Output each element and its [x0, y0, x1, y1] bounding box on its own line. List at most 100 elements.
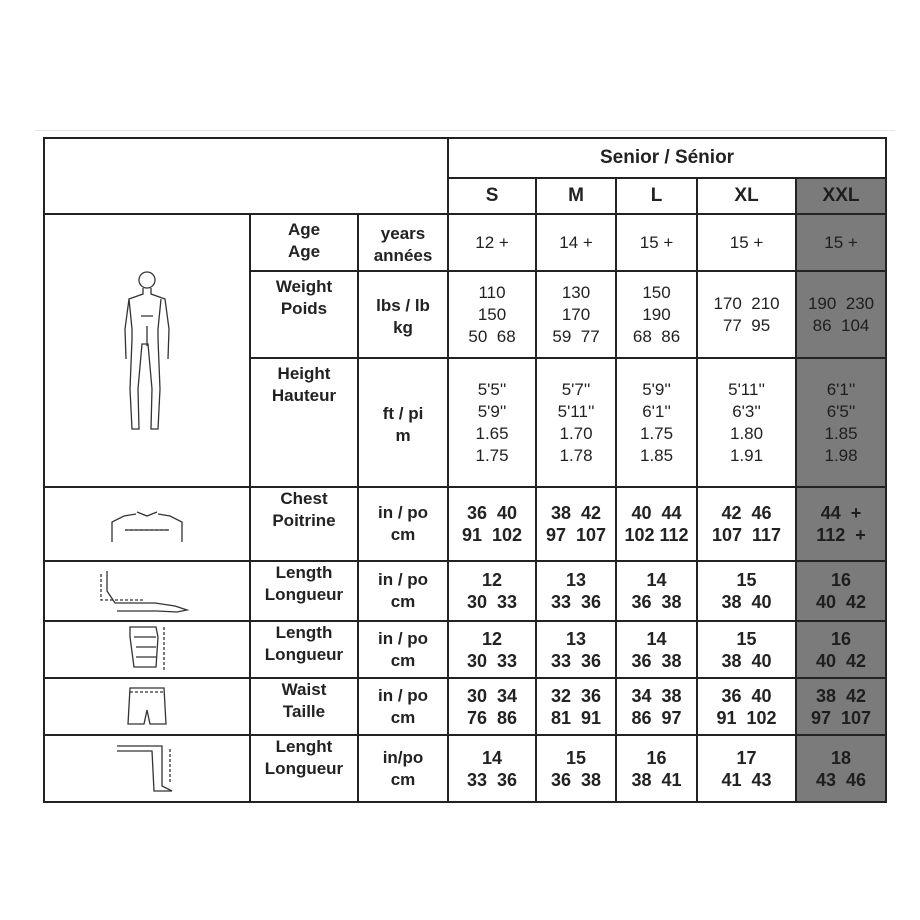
value-cell-m-line: 14 + — [559, 232, 593, 252]
value-cell-xl-line: 42 46 — [721, 503, 772, 523]
value-cell-xxl: 18 43 46 — [795, 734, 888, 803]
size-chart-table: Senior / Sénior S M L XL XXL Age Age years anné… — [42, 137, 888, 803]
unit-label-line: lbs / lb — [376, 295, 430, 315]
value-cell-m-line: 15 — [566, 747, 587, 768]
value-cell-m: 5'7'' 5'11'' 1.70 1.78 — [535, 357, 618, 488]
value-cell-m-line: 38 42 — [551, 503, 602, 523]
unit-label-line: in / po — [377, 570, 429, 589]
value-cell-xxl-line: 6'1'' — [826, 379, 856, 399]
value-cell-m-line: 59 77 — [552, 326, 600, 346]
value-cell-s-line: 30 33 — [467, 650, 518, 671]
value-cell-m-line: 81 91 — [551, 707, 602, 728]
measure-label: Waist Taille — [249, 677, 359, 736]
value-cell-m: 32 36 81 91 — [535, 677, 618, 736]
value-cell-m-line: 5'7'' — [561, 379, 591, 399]
value-cell-s: 5'5'' 5'9'' 1.65 1.75 — [447, 357, 538, 488]
value-cell-s-line: 30 34 — [467, 685, 518, 706]
unit-label-line: années — [373, 245, 433, 265]
value-cell-xxl-line: 38 42 — [816, 685, 867, 706]
leg-length-icon — [43, 734, 251, 803]
unit-label: years années — [356, 213, 450, 272]
table-row: Weight Poids lbs / lb kg 110 150 50 68 130 170 59… — [44, 270, 888, 359]
value-cell-s-line: 14 — [482, 747, 503, 768]
table-row: Height Hauteur ft / pi m 5'5'' 5'9'' 1.65 1.75 5… — [44, 357, 888, 488]
value-cell-m-line: 1.70 — [559, 423, 593, 443]
value-cell-xl: 15 + — [696, 213, 798, 272]
value-cell-xxl: 190 230 86 104 — [795, 270, 888, 359]
unit-label-line: cm — [390, 707, 416, 727]
measure-label-line: Longueur — [264, 759, 344, 778]
value-cell-l-line: 15 + — [639, 232, 674, 252]
value-cell-l: 16 38 41 — [615, 734, 699, 803]
value-cell-l: 150 190 68 86 — [615, 270, 699, 359]
measure-label: Age Age — [249, 213, 359, 272]
measure-label-line: Age — [287, 242, 321, 261]
table-row: Age Age years années 12 + 14 + 15 + 15 + 15 + — [43, 213, 888, 488]
measure-label: Lenght Longueur — [249, 734, 359, 803]
unit-label: in / po cm — [356, 560, 450, 622]
measure-label-line: Age — [287, 220, 321, 239]
empty-corner-cell — [42, 137, 450, 215]
unit-label-line: kg — [393, 317, 413, 337]
measure-label-line: Poitrine — [272, 511, 336, 530]
value-cell-s-line: 91 102 — [462, 525, 523, 545]
measure-label-line: Poids — [280, 299, 328, 318]
body-figure-icon — [43, 213, 251, 488]
value-cell-xxl-line: 190 230 — [807, 293, 875, 313]
measure-label-line: Longueur — [264, 585, 344, 604]
value-cell-m-line: 97 107 — [546, 525, 607, 545]
value-cell-m: 130 170 59 77 — [535, 270, 618, 359]
measure-label: Height Hauteur — [249, 357, 359, 488]
unit-label: lbs / lb kg — [356, 270, 450, 359]
value-cell-s: 12 30 33 — [447, 620, 538, 679]
value-cell-m: 13 33 36 — [535, 560, 618, 622]
value-cell-s-line: 5'5'' — [477, 379, 507, 399]
value-cell-xxl-line: 16 — [831, 570, 852, 590]
value-cell-xxl-line: 16 — [831, 628, 852, 649]
value-cell-s-line: 1.75 — [475, 445, 509, 465]
size-header-s: S — [447, 177, 538, 215]
value-cell-xxl-line: 43 46 — [816, 769, 867, 790]
measure-label: Length Longueur — [249, 620, 359, 679]
measure-label-line: Hauteur — [271, 386, 337, 405]
value-cell-xxl: 16 40 42 — [795, 620, 888, 679]
value-cell-m: 14 + — [535, 213, 618, 272]
value-cell-xxl: 38 42 97 107 — [795, 677, 888, 736]
unit-label: in/po cm — [356, 734, 450, 803]
value-cell-m-line: 1.78 — [559, 445, 593, 465]
value-cell-m: 15 36 38 — [535, 734, 618, 803]
measure-label-line: Length — [275, 623, 333, 642]
unit-label-line: cm — [390, 769, 416, 789]
value-cell-xxl-line: 86 104 — [812, 315, 870, 335]
unit-label: in / po cm — [356, 620, 450, 679]
measure-label-line: Weight — [275, 277, 333, 296]
value-cell-xl-line: 91 102 — [716, 707, 777, 728]
value-cell-m-line: 5'11'' — [557, 401, 595, 421]
value-cell-s-line: 33 36 — [467, 769, 518, 790]
value-cell-s-line: 150 — [477, 304, 507, 324]
measure-label-line: Longueur — [264, 645, 344, 664]
value-cell-l-line: 14 — [646, 628, 667, 649]
value-cell-l-line: 68 86 — [632, 326, 681, 346]
value-cell-m-line: 13 — [566, 570, 587, 590]
value-cell-xxl-line: 18 — [831, 747, 852, 768]
value-cell-s-line: 1.65 — [475, 423, 509, 443]
value-cell-m-line: 33 36 — [551, 592, 602, 612]
size-header-l: L — [615, 177, 699, 215]
value-cell-l-line: 6'1'' — [642, 401, 671, 421]
value-cell-s-line: 5'9'' — [477, 401, 507, 421]
value-cell-xl-line: 36 40 — [721, 685, 772, 706]
value-cell-l: 40 44 102 112 — [615, 486, 699, 562]
unit-label-line: years — [380, 223, 426, 243]
value-cell-xl: 15 38 40 — [696, 560, 798, 622]
value-cell-xl-line: 41 43 — [721, 769, 772, 790]
value-cell-xl-line: 5'11'' — [728, 379, 765, 399]
value-cell-xl: 17 41 43 — [696, 734, 798, 803]
value-cell-xl-line: 1.80 — [729, 423, 764, 443]
value-cell-s-line: 36 40 — [467, 503, 518, 523]
value-cell-xl-line: 107 117 — [711, 525, 782, 545]
value-cell-s: 12 + — [447, 213, 538, 272]
value-cell-xxl-line: 6'5'' — [826, 401, 856, 421]
value-cell-xl-line: 15 — [736, 628, 757, 649]
value-cell-xl: 5'11'' 6'3'' 1.80 1.91 — [696, 357, 798, 488]
